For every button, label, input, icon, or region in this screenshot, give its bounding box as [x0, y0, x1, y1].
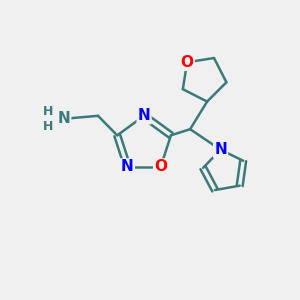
Text: O: O	[154, 159, 167, 174]
Text: N: N	[121, 159, 134, 174]
Text: N: N	[138, 108, 150, 123]
Text: N: N	[214, 142, 227, 157]
Text: H: H	[43, 120, 53, 133]
Text: N: N	[57, 111, 70, 126]
Text: H: H	[43, 105, 53, 118]
Text: O: O	[181, 55, 194, 70]
